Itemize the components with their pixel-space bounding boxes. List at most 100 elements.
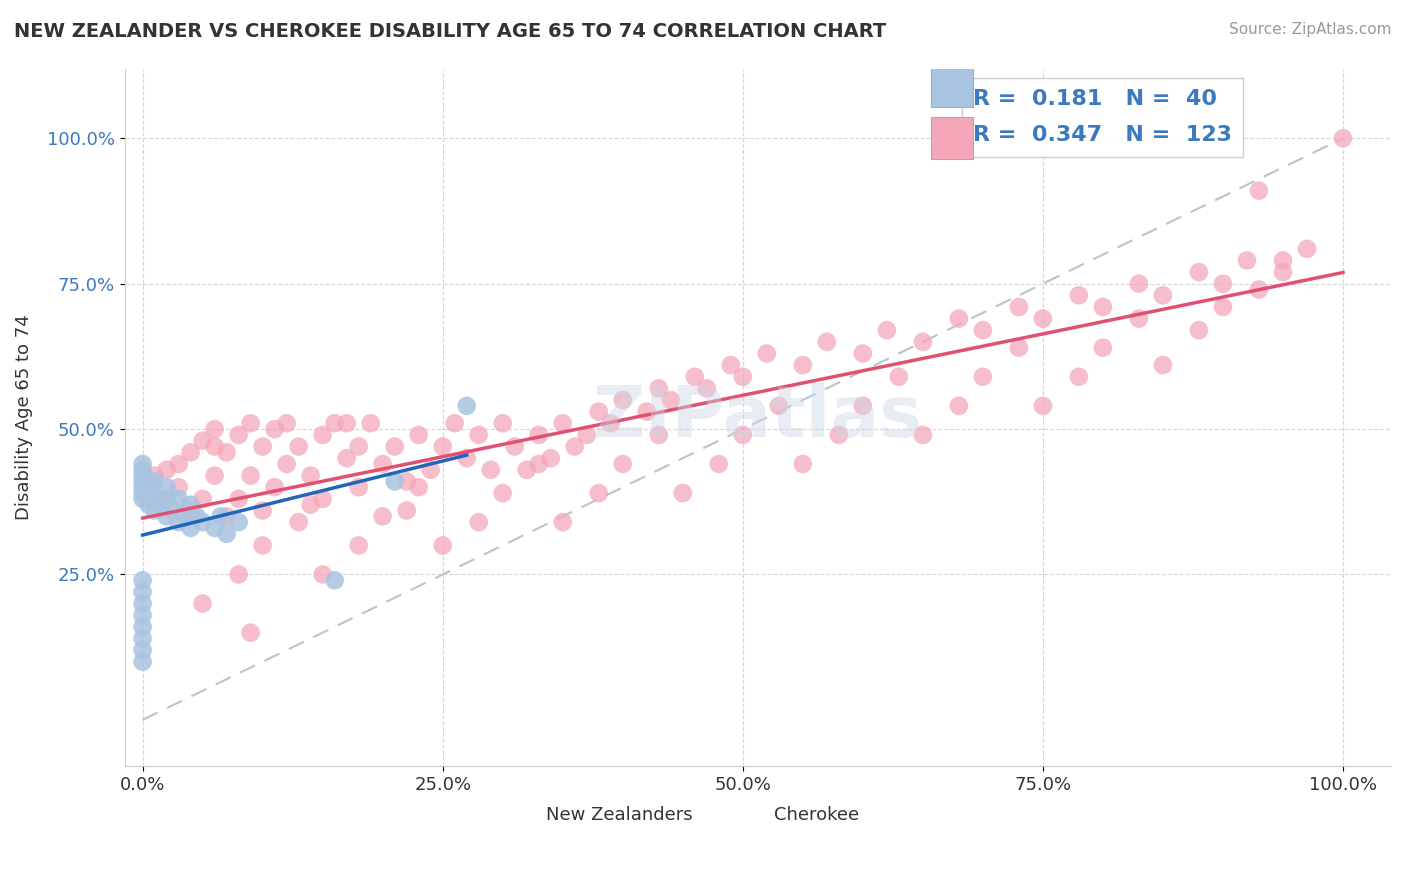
FancyBboxPatch shape bbox=[931, 65, 973, 107]
Point bbox=[323, 417, 346, 431]
Point bbox=[131, 463, 153, 477]
Point bbox=[1188, 323, 1211, 337]
Point bbox=[1247, 184, 1270, 198]
Point bbox=[443, 417, 465, 431]
Point bbox=[384, 440, 406, 454]
Point bbox=[131, 457, 153, 471]
Point bbox=[588, 486, 610, 500]
Point bbox=[1032, 311, 1054, 326]
Point bbox=[876, 323, 898, 337]
Point bbox=[252, 440, 274, 454]
Point bbox=[180, 445, 202, 459]
Point bbox=[252, 538, 274, 552]
Point bbox=[540, 451, 562, 466]
Point bbox=[1032, 399, 1054, 413]
Point bbox=[143, 468, 166, 483]
Point bbox=[731, 369, 754, 384]
Point bbox=[911, 334, 934, 349]
Point bbox=[408, 428, 430, 442]
Point bbox=[612, 457, 634, 471]
Point bbox=[527, 428, 550, 442]
Point bbox=[696, 381, 718, 395]
Point bbox=[131, 491, 153, 506]
Point bbox=[336, 451, 359, 466]
Point bbox=[683, 369, 706, 384]
Point bbox=[131, 632, 153, 646]
Point bbox=[707, 457, 730, 471]
Point bbox=[180, 503, 202, 517]
Point bbox=[1247, 283, 1270, 297]
Point bbox=[467, 428, 489, 442]
Point bbox=[1008, 341, 1031, 355]
Point bbox=[131, 608, 153, 623]
Point bbox=[186, 509, 208, 524]
Point bbox=[191, 597, 214, 611]
Point bbox=[143, 491, 166, 506]
Point bbox=[1212, 300, 1234, 314]
Point bbox=[131, 643, 153, 657]
Point bbox=[720, 358, 742, 372]
Point bbox=[131, 468, 153, 483]
Point bbox=[972, 323, 994, 337]
Point bbox=[263, 480, 285, 494]
Point bbox=[239, 468, 262, 483]
Point bbox=[311, 428, 333, 442]
Text: NEW ZEALANDER VS CHEROKEE DISABILITY AGE 65 TO 74 CORRELATION CHART: NEW ZEALANDER VS CHEROKEE DISABILITY AGE… bbox=[14, 22, 886, 41]
Point bbox=[299, 498, 322, 512]
Point bbox=[395, 475, 418, 489]
Point bbox=[948, 311, 970, 326]
Point bbox=[1296, 242, 1319, 256]
Point bbox=[852, 346, 875, 360]
Point bbox=[156, 509, 179, 524]
Point bbox=[432, 538, 454, 552]
Point bbox=[276, 457, 298, 471]
Point bbox=[215, 526, 238, 541]
Point bbox=[239, 417, 262, 431]
Point bbox=[456, 399, 478, 413]
Point bbox=[131, 480, 153, 494]
Point bbox=[1152, 288, 1174, 302]
Point bbox=[551, 417, 574, 431]
Point bbox=[156, 491, 179, 506]
Point bbox=[1091, 341, 1114, 355]
Point bbox=[141, 480, 163, 494]
Point bbox=[456, 451, 478, 466]
Point bbox=[215, 509, 238, 524]
Point bbox=[1067, 369, 1090, 384]
Point bbox=[167, 480, 190, 494]
Point bbox=[792, 358, 814, 372]
Point bbox=[1212, 277, 1234, 291]
Point bbox=[1271, 253, 1294, 268]
Point bbox=[648, 428, 671, 442]
Point bbox=[395, 503, 418, 517]
Point bbox=[204, 440, 226, 454]
Point bbox=[1331, 131, 1354, 145]
Point bbox=[138, 498, 160, 512]
Point bbox=[972, 369, 994, 384]
Point bbox=[347, 538, 370, 552]
Point bbox=[527, 457, 550, 471]
Point bbox=[564, 440, 586, 454]
Point bbox=[636, 404, 658, 418]
Point bbox=[672, 486, 695, 500]
Point bbox=[167, 457, 190, 471]
Point bbox=[131, 486, 153, 500]
Point bbox=[287, 515, 309, 529]
Point bbox=[419, 463, 441, 477]
Point bbox=[588, 404, 610, 418]
Point bbox=[1271, 265, 1294, 279]
Point bbox=[755, 346, 778, 360]
Y-axis label: Disability Age 65 to 74: Disability Age 65 to 74 bbox=[15, 315, 32, 520]
Point bbox=[138, 486, 160, 500]
Point bbox=[828, 428, 851, 442]
Point bbox=[612, 392, 634, 407]
Point bbox=[167, 491, 190, 506]
Point bbox=[131, 574, 153, 588]
Point bbox=[156, 491, 179, 506]
Point bbox=[162, 503, 184, 517]
Point bbox=[503, 440, 526, 454]
Point bbox=[276, 417, 298, 431]
Point bbox=[492, 486, 515, 500]
Point bbox=[215, 445, 238, 459]
Text: ZIPatlas: ZIPatlas bbox=[593, 383, 922, 452]
